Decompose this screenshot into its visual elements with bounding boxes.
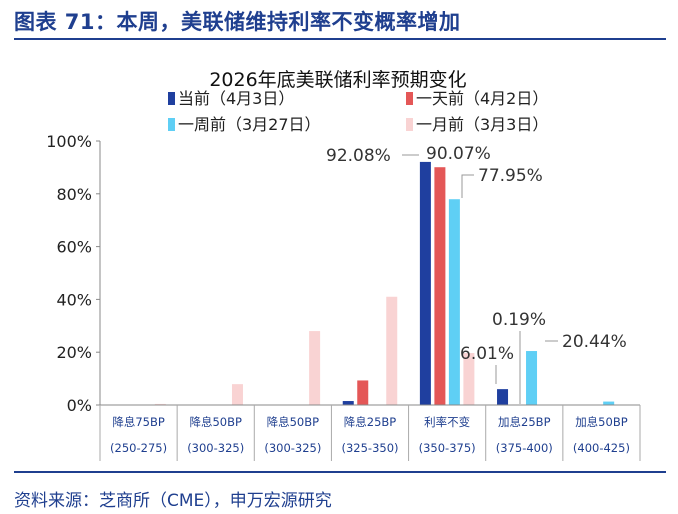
x-axis: 降息75BP (250-275) 降息50BP (300-325) 降息50BP (300… xyxy=(99,404,641,461)
annotations: 92.08% 90.07%77.95% 0.19% 6.01% 20.44% xyxy=(326,144,627,404)
plot-area xyxy=(154,161,615,405)
figure-heading: 图表 71：本周，美联储维持利率不变概率增加 xyxy=(14,10,461,34)
bar-5-2 xyxy=(526,351,538,405)
x-tick-label: 加息50BP xyxy=(575,415,628,429)
data-label: 77.95% xyxy=(478,166,543,186)
x-tick-label: 加息25BP xyxy=(498,415,551,429)
y-tick-label: 100% xyxy=(46,132,92,151)
bar-0-3 xyxy=(154,403,166,405)
bar-6-2 xyxy=(603,401,615,405)
data-label: 20.44% xyxy=(562,332,627,352)
legend-label: 一天前（4月2日） xyxy=(416,89,548,108)
data-label: 90.07% xyxy=(426,144,491,164)
y-tick-label: 80% xyxy=(56,185,92,204)
bar-3-0 xyxy=(342,401,354,405)
legend-swatch xyxy=(406,118,413,131)
data-label: 92.08% xyxy=(326,146,391,166)
legend-label: 一月前（3月3日） xyxy=(416,115,548,134)
legend-label: 一周前（3月27日） xyxy=(178,115,321,134)
y-axis: 0% 20% 40% 60% 80% 100% xyxy=(46,132,101,415)
legend: 当前（4月3日） 一天前（4月2日） 一周前（3月27日） 一月前（3月3日） xyxy=(168,89,548,134)
x-tick-label: 降息25BP xyxy=(344,415,397,429)
y-tick-label: 20% xyxy=(56,343,92,362)
x-tick-label: 降息50BP xyxy=(189,415,242,429)
top-divider xyxy=(14,38,666,40)
bar-4-1 xyxy=(434,167,446,405)
source-note: 资料来源：芝商所（CME），申万宏源研究 xyxy=(14,491,332,511)
annotation-leader xyxy=(461,174,474,198)
bottom-divider xyxy=(14,471,666,473)
x-tick-label: 降息50BP xyxy=(267,415,320,429)
bar-3-1 xyxy=(357,380,369,405)
chart-title: 2026年底美联储利率预期变化 xyxy=(209,69,466,91)
y-tick-label: 0% xyxy=(67,396,92,415)
bar-4-0 xyxy=(419,161,431,405)
x-tick-range: (300-325) xyxy=(187,441,244,455)
x-tick-label: 降息75BP xyxy=(112,415,165,429)
x-tick-range: (250-275) xyxy=(110,441,167,455)
x-tick-label: 利率不变 xyxy=(424,415,470,429)
x-tick-range: (325-350) xyxy=(341,441,398,455)
x-tick-range: (400-425) xyxy=(573,441,630,455)
y-tick-label: 60% xyxy=(56,238,92,257)
x-tick-range: (300-325) xyxy=(264,441,321,455)
x-tick-range: (350-375) xyxy=(419,441,476,455)
bar-4-3 xyxy=(463,352,475,405)
chart-area: 2026年底美联储利率预期变化 当前（4月3日） 一天前（4月2日） 一周前（3月2… xyxy=(46,69,641,461)
x-tick-range: (375-400) xyxy=(496,441,553,455)
y-tick-label: 40% xyxy=(56,290,92,309)
data-label: 0.19% xyxy=(492,310,546,330)
legend-label: 当前（4月3日） xyxy=(178,89,294,108)
bar-3-3 xyxy=(386,296,398,405)
bar-4-2 xyxy=(448,199,460,405)
legend-swatch xyxy=(168,92,175,105)
bar-1-3 xyxy=(231,384,243,405)
legend-swatch xyxy=(168,118,175,131)
bar-5-0 xyxy=(497,389,509,405)
bar-2-3 xyxy=(309,331,321,405)
legend-swatch xyxy=(406,92,413,105)
data-label: 6.01% xyxy=(460,344,514,364)
